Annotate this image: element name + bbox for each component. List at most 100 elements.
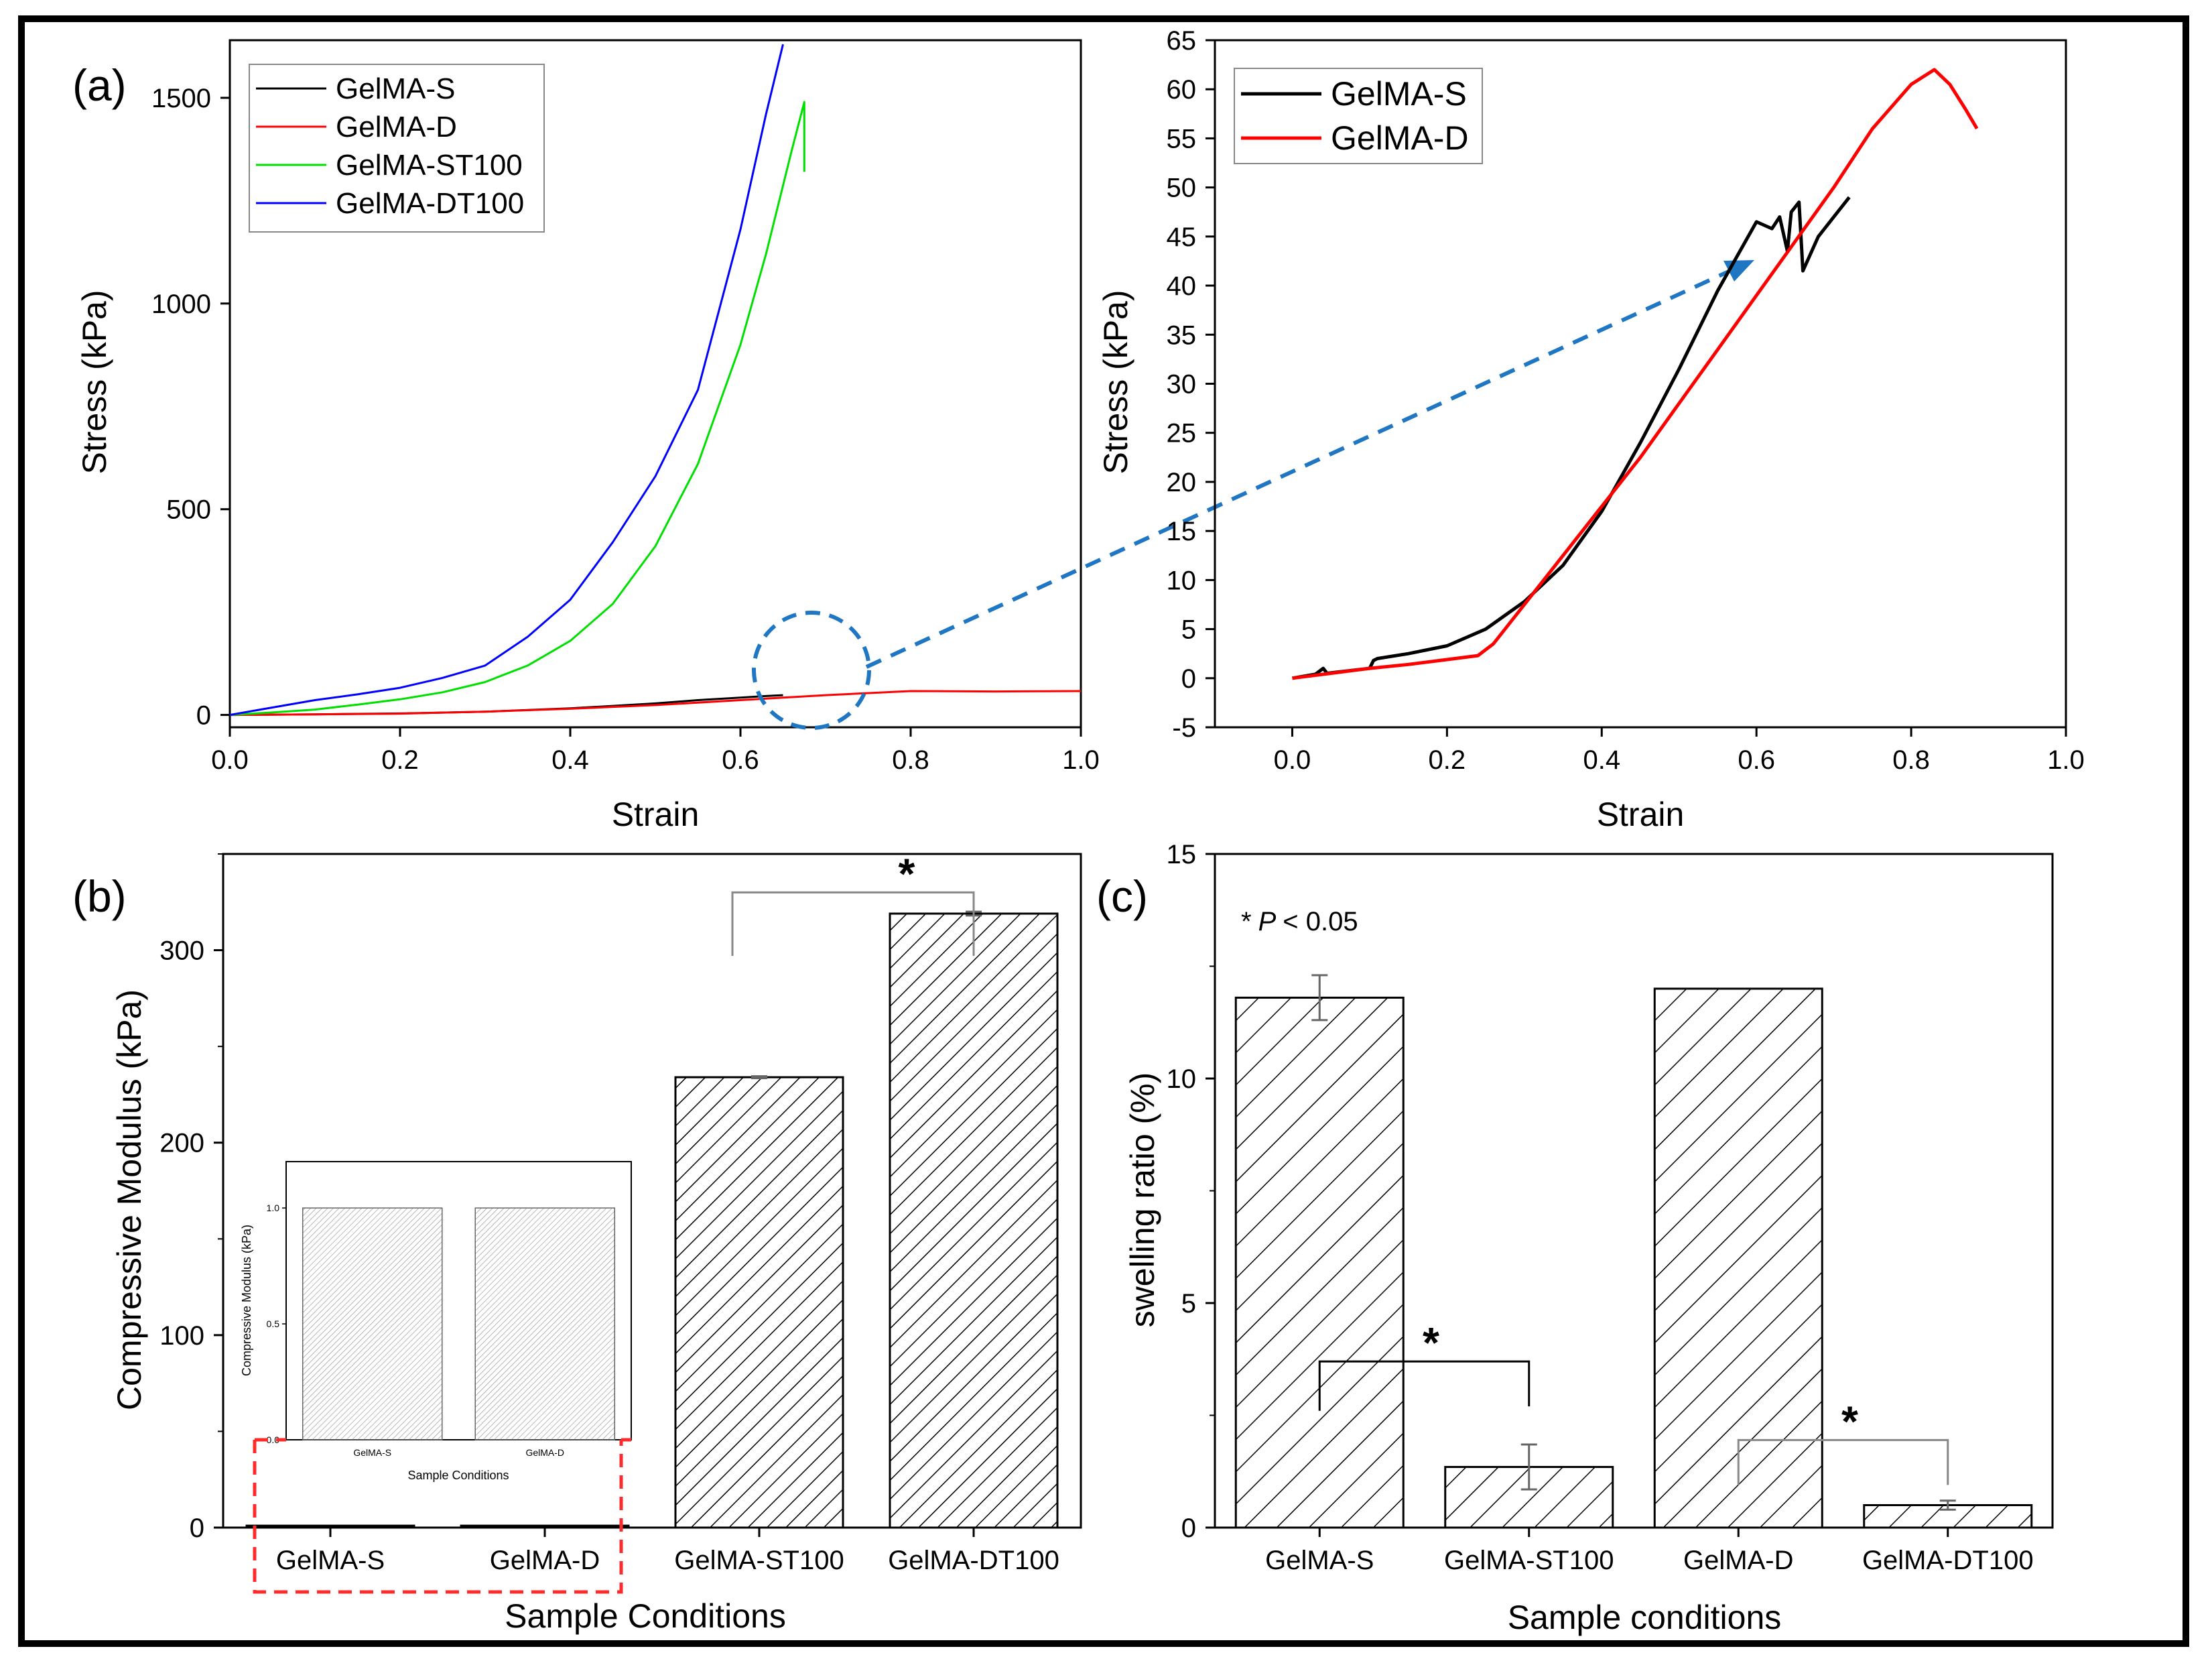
significance-star: * — [899, 849, 915, 898]
series-line-gelma-d — [229, 690, 1082, 717]
x-tick-label: 1.0 — [1062, 745, 1100, 775]
panel-a-stress-strain-chart: 0.0 0.2 0.4 0.6 0.8 1.0 0 500 1000 1500 Strain S… — [76, 39, 1100, 833]
panel-c-bars — [1234, 974, 2033, 1529]
y-tick-label: 500 — [166, 495, 211, 525]
significance-bracket — [1318, 1360, 1531, 1411]
x-tick-label: 0.6 — [1738, 745, 1775, 775]
legend-label-gelma-s: GelMA-S — [1331, 75, 1467, 113]
y-tick-label: 45 — [1167, 223, 1197, 252]
panel-a-zoom-y-axis-title: Stress (kPa) — [1097, 290, 1134, 474]
legend-label-gelma-st100: GelMA-ST100 — [336, 149, 523, 182]
inset-bar-gelma-s — [302, 1207, 443, 1440]
x-tick-label: 0.2 — [1429, 745, 1466, 775]
y-tick-label: 5 — [1181, 1289, 1196, 1318]
panel-a-label: (a) — [72, 60, 127, 110]
panel-a-y-ticks: 0 500 1000 1500 — [151, 84, 230, 731]
x-tick-label: 0.2 — [381, 745, 419, 775]
x-tick-label-gelma-d: GelMA-D — [490, 1546, 600, 1575]
x-tick-label: 0.0 — [211, 745, 249, 775]
panel-a-zoom-y-ticks: -5 0 5 10 15 20 25 30 35 40 45 50 55 60 65 — [1167, 26, 1215, 743]
inset-bar-gelma-d — [474, 1207, 615, 1440]
panel-a-y-axis-title: Stress (kPa) — [76, 290, 113, 474]
panel-b-compressive-modulus-chart: 0 100 200 300 GelMA-S GelMA-D GelMA-ST100 GelM… — [111, 849, 1082, 1635]
panel-a-zoom-series-lines — [1292, 68, 1979, 680]
panel-b-x-axis-title: Sample Conditions — [505, 1597, 786, 1635]
x-tick-label: 0.4 — [551, 745, 589, 775]
panel-b-bars — [245, 910, 1059, 1529]
panel-a-x-axis-title: Strain — [612, 796, 700, 833]
y-tick-label: 1000 — [151, 290, 211, 319]
bar-gelma-st100 — [674, 1076, 844, 1529]
panel-b-y-axis-title: Compressive Modulus (kPa) — [111, 989, 148, 1410]
panel-b-callout-dashes — [253, 1440, 623, 1594]
y-tick-label: 0 — [1181, 664, 1196, 694]
inset-y-tick-label: 0.0 — [267, 1434, 280, 1445]
series-line-gelma-d — [1292, 68, 1979, 680]
panel-a-zoom-chart: 0.0 0.2 0.4 0.6 0.8 1.0 -5 0 5 10 15 20 25 30 35 40 45 5… — [1097, 26, 2085, 833]
significance-bracket — [1737, 1438, 1949, 1485]
panel-c-x-axis-title: Sample conditions — [1508, 1599, 1782, 1636]
panel-a-zoom-legend: GelMA-S GelMA-D — [1241, 75, 1469, 157]
panel-c-label: (c) — [1096, 871, 1148, 921]
y-tick-label: 0 — [190, 1514, 204, 1543]
y-tick-label: 0 — [196, 701, 211, 731]
y-tick-label: 1500 — [151, 84, 211, 113]
panel-c-y-axis-title: swelling ratio (%) — [1124, 1072, 1161, 1328]
panel-b-inset-x-axis-title: Sample Conditions — [407, 1469, 509, 1482]
panel-c-y-ticks: 0 5 10 15 — [1167, 840, 1215, 1543]
panel-c-significance: ** — [1318, 1318, 1949, 1485]
y-tick-label: 25 — [1167, 419, 1197, 448]
bar-gelma-d — [1653, 987, 1823, 1529]
y-tick-label: 200 — [159, 1129, 204, 1158]
bar-gelma-dt100 — [889, 912, 1059, 1529]
legend-label-gelma-dt100: GelMA-DT100 — [336, 187, 524, 220]
x-tick-label: 0.8 — [892, 745, 929, 775]
p-note-rest: < 0.05 — [1283, 907, 1358, 936]
panel-b-inset-content: 0.0 0.5 1.0 GelMA-S GelMA-D — [267, 1203, 615, 1458]
x-tick-label: 0.0 — [1274, 745, 1311, 775]
x-tick-label-gelma-st100: GelMA-ST100 — [674, 1546, 844, 1575]
panel-a-legend: GelMA-S GelMA-D GelMA-ST100 GelMA-DT100 — [256, 72, 524, 220]
x-tick-label-gelma-s: GelMA-S — [1265, 1546, 1374, 1575]
y-tick-label: 300 — [159, 936, 204, 966]
y-tick-label: 65 — [1167, 26, 1197, 56]
significance-bracket — [731, 891, 975, 957]
y-tick-label: 55 — [1167, 124, 1197, 153]
y-tick-label: 10 — [1167, 566, 1197, 595]
x-tick-label-gelma-d: GelMA-D — [1683, 1546, 1793, 1575]
panel-a-x-ticks: 0.0 0.2 0.4 0.6 0.8 1.0 — [211, 727, 1100, 775]
y-tick-label: 20 — [1167, 468, 1197, 497]
x-tick-label-gelma-dt100: GelMA-DT100 — [1862, 1546, 2034, 1575]
series-line-gelma-st100 — [229, 101, 805, 717]
x-tick-label: 0.6 — [722, 745, 759, 775]
panel-a-zoom-x-axis-title: Strain — [1597, 796, 1685, 833]
panel-b-inset-chart: 0.0 0.5 1.0 GelMA-S GelMA-D Sample Condition… — [240, 1161, 632, 1482]
legend-label-gelma-s: GelMA-S — [336, 72, 455, 105]
y-tick-label: 40 — [1167, 271, 1197, 301]
y-tick-label: 35 — [1167, 320, 1197, 350]
panel-c-x-tick-labels: GelMA-S GelMA-ST100 GelMA-D GelMA-DT100 — [1265, 1528, 2034, 1575]
panel-b-y-ticks: 0 100 200 300 — [159, 853, 223, 1543]
panel-b-plot-frame — [222, 853, 1082, 1529]
panel-a-zoom-legend-box — [1234, 68, 1483, 164]
p-note-star: * — [1241, 907, 1252, 936]
inset-x-tick-label-gelma-d: GelMA-D — [525, 1447, 564, 1458]
y-tick-label: 100 — [159, 1321, 204, 1351]
bar-gelma-d — [460, 1524, 630, 1529]
inset-y-tick-label: 0.5 — [267, 1318, 280, 1329]
y-tick-label: 50 — [1167, 174, 1197, 203]
x-tick-label-gelma-st100: GelMA-ST100 — [1444, 1546, 1614, 1575]
p-note-p: P — [1258, 907, 1277, 936]
x-tick-label-gelma-s: GelMA-S — [276, 1546, 385, 1575]
legend-label-gelma-d: GelMA-D — [336, 111, 457, 143]
x-tick-label: 1.0 — [2047, 745, 2085, 775]
bar-gelma-s — [1234, 996, 1405, 1529]
y-tick-label: 10 — [1167, 1064, 1197, 1094]
panel-a-series-lines — [229, 44, 1082, 717]
panel-c-swelling-ratio-chart: 0 5 10 15 GelMA-S GelMA-ST100 GelMA-D GelMA-DT… — [1124, 840, 2054, 1636]
legend-label-gelma-d: GelMA-D — [1331, 119, 1469, 157]
x-tick-label-gelma-dt100: GelMA-DT100 — [888, 1546, 1059, 1575]
panel-b-significance: * — [731, 849, 975, 957]
y-tick-label: 0 — [1181, 1514, 1196, 1543]
